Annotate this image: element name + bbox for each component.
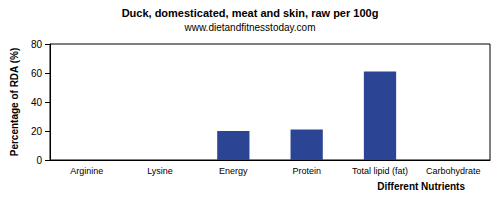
svg-text:Lysine: Lysine: [147, 166, 173, 176]
svg-text:www.dietandfitnesstoday.com: www.dietandfitnesstoday.com: [184, 22, 316, 33]
svg-text:Energy: Energy: [219, 166, 248, 176]
svg-text:20: 20: [31, 126, 43, 137]
svg-text:0: 0: [36, 155, 42, 166]
svg-text:Different Nutrients: Different Nutrients: [377, 181, 465, 192]
svg-text:Percentage of RDA (%): Percentage of RDA (%): [9, 48, 20, 157]
svg-text:80: 80: [31, 39, 43, 50]
svg-text:Total lipid (fat): Total lipid (fat): [352, 166, 408, 176]
svg-text:40: 40: [31, 97, 43, 108]
svg-text:Duck, domesticated, meat and s: Duck, domesticated, meat and skin, raw p…: [122, 7, 379, 19]
svg-text:Arginine: Arginine: [70, 166, 103, 176]
svg-text:Protein: Protein: [292, 166, 321, 176]
svg-text:60: 60: [31, 68, 43, 79]
svg-text:Carbohydrate: Carbohydrate: [426, 166, 481, 176]
